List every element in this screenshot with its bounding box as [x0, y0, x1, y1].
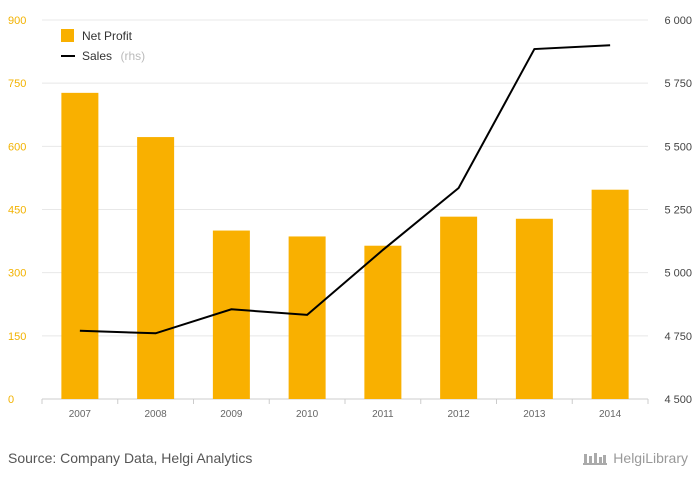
left-tick-label: 750	[8, 78, 26, 90]
legend-net-profit-label: Net Profit	[82, 29, 133, 43]
left-tick-label: 600	[8, 141, 26, 153]
legend-sales-label: Sales	[82, 49, 112, 63]
source-note: Source: Company Data, Helgi Analytics	[8, 450, 253, 466]
left-tick-label: 150	[8, 331, 26, 343]
left-tick-label: 450	[8, 205, 26, 217]
legend: Net Profit Sales (rhs)	[61, 29, 145, 64]
combo-chart: 0 150 300 450 600 750 900 4 500 4 750 5 000 5 250…	[8, 15, 692, 420]
x-tick-label: 2009	[220, 409, 243, 420]
x-tick-label: 2007	[69, 409, 92, 420]
x-tick-label: 2008	[145, 409, 168, 420]
bar	[212, 230, 250, 399]
right-tick-label: 5 000	[664, 268, 692, 280]
bar	[440, 216, 478, 399]
right-tick-label: 4 750	[664, 331, 692, 343]
right-axis: 4 500 4 750 5 000 5 250 5 500 5 750 6 000	[664, 15, 692, 406]
right-tick-label: 5 500	[664, 141, 692, 153]
x-tick-label: 2012	[448, 409, 471, 420]
bar	[288, 236, 326, 399]
bar	[364, 245, 402, 399]
left-tick-label: 0	[8, 394, 14, 406]
left-tick-label: 300	[8, 268, 26, 280]
line-series	[79, 44, 611, 335]
bar	[61, 92, 99, 399]
bar	[137, 137, 175, 399]
gridlines	[41, 19, 649, 404]
right-tick-label: 4 500	[664, 394, 692, 406]
bar	[515, 218, 553, 399]
library-icon	[583, 453, 608, 465]
legend-bar-swatch	[61, 29, 74, 42]
legend-sales-label-group: Sales (rhs)	[82, 47, 145, 64]
brand-logo: HelgiLibrary	[582, 450, 688, 466]
right-tick-label: 5 250	[664, 205, 692, 217]
right-tick-label: 5 750	[664, 78, 692, 90]
right-tick-label: 6 000	[664, 15, 692, 27]
x-axis: 2007 2008 2009 2010 2011 2012 2013 2014	[69, 409, 622, 420]
brand-name: HelgiLibrary	[613, 450, 688, 466]
x-tick-label: 2011	[372, 409, 394, 420]
x-tick-label: 2010	[296, 409, 319, 420]
bar	[591, 189, 629, 399]
x-tick-label: 2014	[599, 409, 622, 420]
sales-line	[79, 44, 611, 335]
bar-series	[61, 92, 629, 399]
left-axis: 0 150 300 450 600 750 900	[8, 15, 26, 406]
legend-rhs-note: (rhs)	[120, 49, 145, 63]
left-tick-label: 900	[8, 15, 26, 27]
x-tick-label: 2013	[523, 409, 546, 420]
